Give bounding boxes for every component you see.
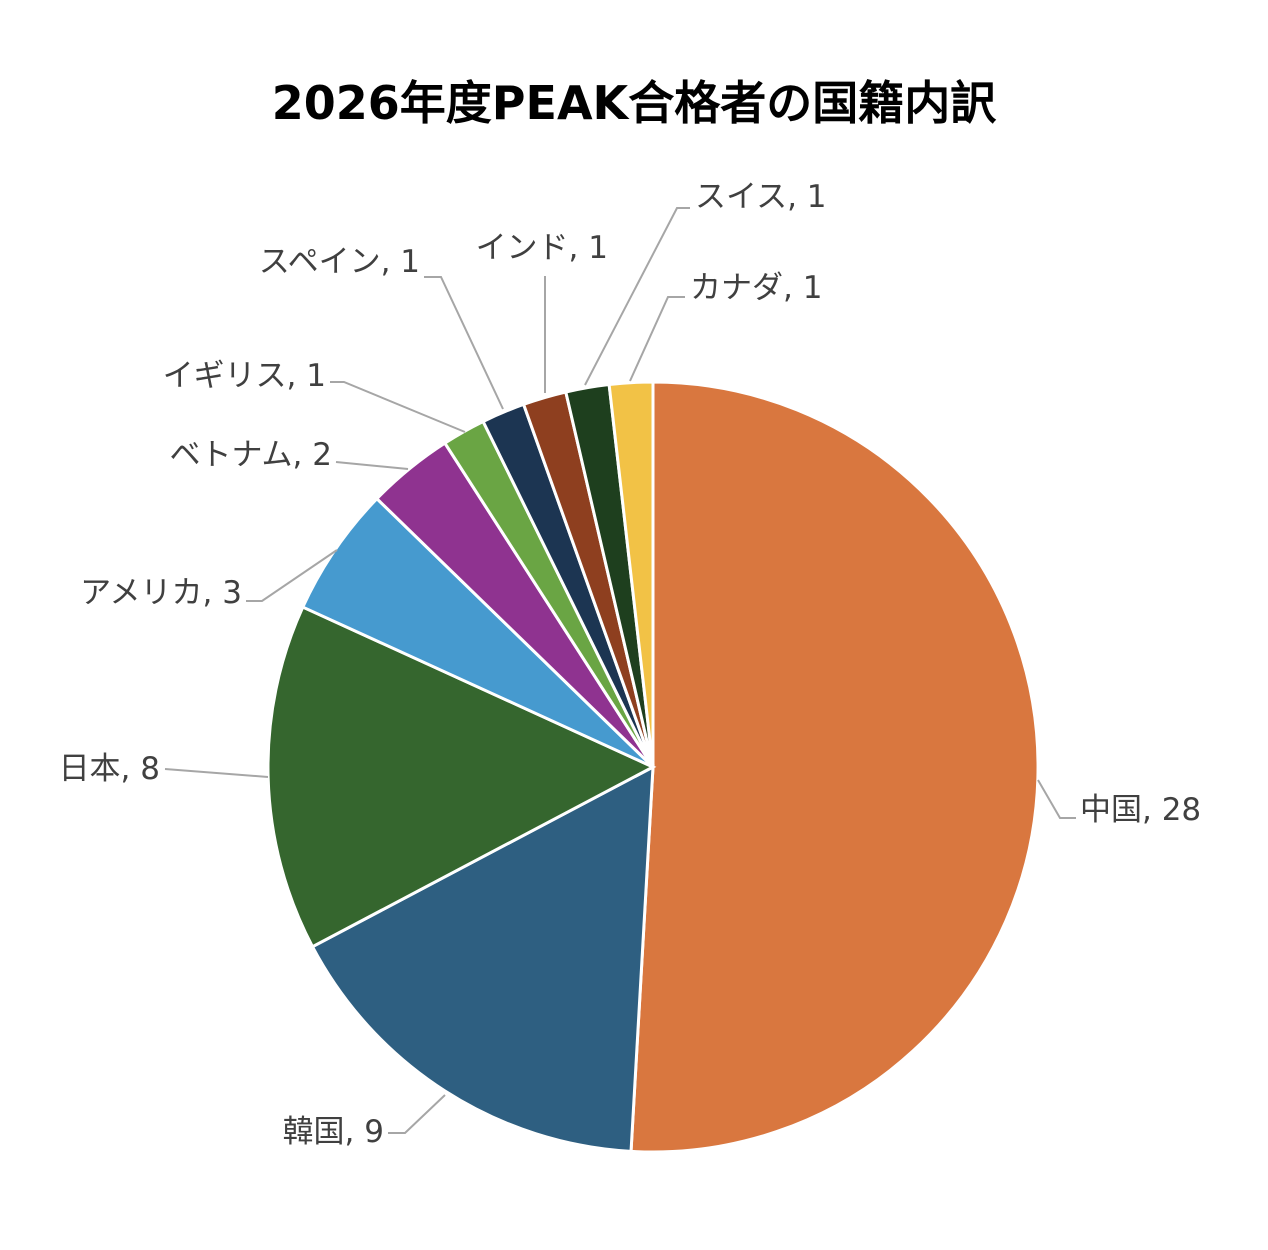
slice-label: アメリカ, 3	[80, 575, 242, 611]
leader-line	[330, 381, 466, 433]
slice-label: カナダ, 1	[690, 270, 822, 306]
leader-line	[584, 207, 690, 386]
slice-label: ベトナム, 2	[169, 437, 332, 473]
pie-slice	[300, 496, 655, 769]
leader-line	[424, 276, 504, 410]
leader-lines	[164, 207, 1076, 1134]
leader-line	[629, 296, 685, 382]
slice-label: 中国, 28	[1080, 792, 1201, 828]
pie-slice	[266, 605, 657, 949]
slice-label: イギリス, 1	[163, 358, 326, 394]
chart-title: 2026年度PEAK合格者の国籍内訳	[271, 76, 997, 130]
slice-label: スイス, 1	[695, 179, 827, 215]
leader-line	[335, 461, 409, 470]
leader-line	[388, 1094, 446, 1134]
leader-line	[1037, 779, 1076, 819]
slice-label: スペイン, 1	[259, 244, 420, 280]
pie-slices	[266, 380, 1040, 1154]
pie-slice	[607, 380, 655, 768]
leader-line	[246, 549, 338, 602]
slice-labels: 中国, 28 韓国, 9 日本, 8 アメリカ, 3 ベトナム, 2 イギリス, 1 スペイ…	[59, 179, 1202, 1150]
slice-label: インド, 1	[476, 230, 608, 266]
slice-label: 日本, 8	[59, 751, 160, 787]
pie-slice	[310, 764, 655, 1153]
leader-line	[164, 768, 269, 778]
pie-slice	[629, 380, 1040, 1154]
slice-label: 韓国, 9	[283, 1114, 384, 1150]
